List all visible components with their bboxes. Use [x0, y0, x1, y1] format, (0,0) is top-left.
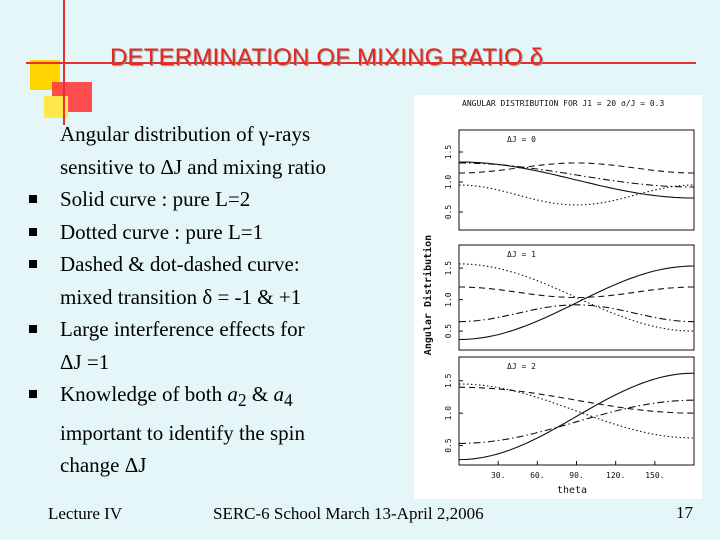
figure-xlabel: theta [557, 485, 587, 496]
list-item: Dotted curve : pure L=1 [29, 216, 405, 249]
dotted-curve [458, 184, 695, 206]
dot-dashed-curve [459, 162, 694, 188]
text-line: mixed transition δ = -1 & +1 [60, 281, 405, 314]
text-line-content: sensitive to ΔJ and mixing ratio [60, 154, 327, 179]
y-tick-label: 0.5 [444, 324, 453, 339]
x-tick-label: 120. [606, 471, 625, 480]
figure-title: ANGULAR DISTRIBUTION FOR J1 = 20 σ/J = 0… [462, 99, 664, 108]
text-line: Angular distribution of γ-rays [60, 118, 405, 151]
list-item-text: Dashed & dot-dashed curve: [60, 252, 300, 276]
decor-yellow-square-small [44, 96, 68, 118]
y-tick-label: 1.0 [444, 292, 453, 307]
dot-dashed-curve [459, 399, 694, 444]
text-line-content: Angular distribution of γ-rays [60, 122, 311, 146]
text-line: important to identify the spin [60, 417, 405, 449]
page-number: 17 [676, 503, 693, 522]
x-tick-label: 150. [645, 471, 664, 480]
list-item-text: Solid curve : pure L=2 [60, 187, 251, 211]
x-tick-label: 90. [569, 471, 583, 480]
bullet-list: Angular distribution of γ-rays sensitive… [29, 118, 405, 481]
y-tick-label: 1.5 [444, 145, 453, 160]
figure-ylabel: Angular Distribution [422, 235, 434, 355]
dotted-curve [459, 263, 694, 332]
list-item: Dashed & dot-dashed curve: [29, 248, 405, 281]
angular-distribution-figure: ANGULAR DISTRIBUTION FOR J1 = 20 σ/J = 0… [414, 95, 702, 499]
x-tick-label: 30. [491, 471, 505, 480]
dotted-curve [459, 383, 694, 439]
footer-school: SERC-6 School March 13-April 2,2006 [213, 504, 484, 523]
decor-horizontal-line [26, 62, 696, 64]
list-item-text: important to identify the spin [60, 420, 305, 445]
panel-frame [458, 129, 695, 231]
list-item-text: Knowledge of both a2 & a4 [60, 382, 293, 411]
slide-title: DETERMINATION OF MIXING RATIO δ [110, 44, 544, 71]
panel-label: ΔJ = 0 [507, 135, 536, 144]
panel-label: ΔJ = 2 [507, 362, 536, 371]
bullet-square-icon [29, 227, 37, 236]
bullet-square-icon [29, 390, 37, 398]
bullet-square-icon [29, 325, 37, 333]
list-item: Solid curve : pure L=2 [29, 183, 405, 216]
y-tick-label: 1.0 [444, 406, 453, 421]
y-tick-label: 0.5 [444, 438, 453, 453]
bullet-square-icon [29, 260, 37, 268]
list-item-text: Dotted curve : pure L=1 [60, 219, 264, 244]
panel-label: ΔJ = 1 [507, 250, 536, 259]
dashed-curve [459, 286, 694, 299]
dot-dashed-curve [458, 304, 695, 323]
solid-curve [459, 161, 694, 199]
footer-lecture: Lecture IV [48, 504, 123, 523]
y-tick-label: 1.0 [444, 175, 453, 190]
y-tick-label: 1.5 [444, 373, 453, 388]
list-item-text: Large interference effects for [60, 317, 305, 341]
bullet-square-icon [29, 195, 37, 203]
x-tick-label: 60. [530, 471, 544, 480]
text-line: sensitive to ΔJ and mixing ratio [60, 151, 405, 184]
dashed-curve [458, 386, 695, 414]
figure-svg: ANGULAR DISTRIBUTION FOR J1 = 20 σ/J = 0… [422, 99, 695, 496]
y-tick-label: 0.5 [444, 205, 453, 220]
solid-curve [458, 265, 695, 341]
solid-curve [458, 372, 695, 461]
list-item-text: ΔJ =1 [60, 349, 110, 374]
list-item: Large interference effects for [29, 313, 405, 346]
text-line: change ΔJ [60, 449, 405, 481]
list-item-text: change ΔJ [60, 452, 147, 477]
list-item-text: mixed transition δ = -1 & +1 [60, 284, 302, 309]
panel-frame [458, 244, 695, 351]
y-tick-label: 1.5 [444, 261, 453, 276]
text-line: ΔJ =1 [60, 346, 405, 379]
list-item: Knowledge of both a2 & a4 [29, 378, 405, 417]
